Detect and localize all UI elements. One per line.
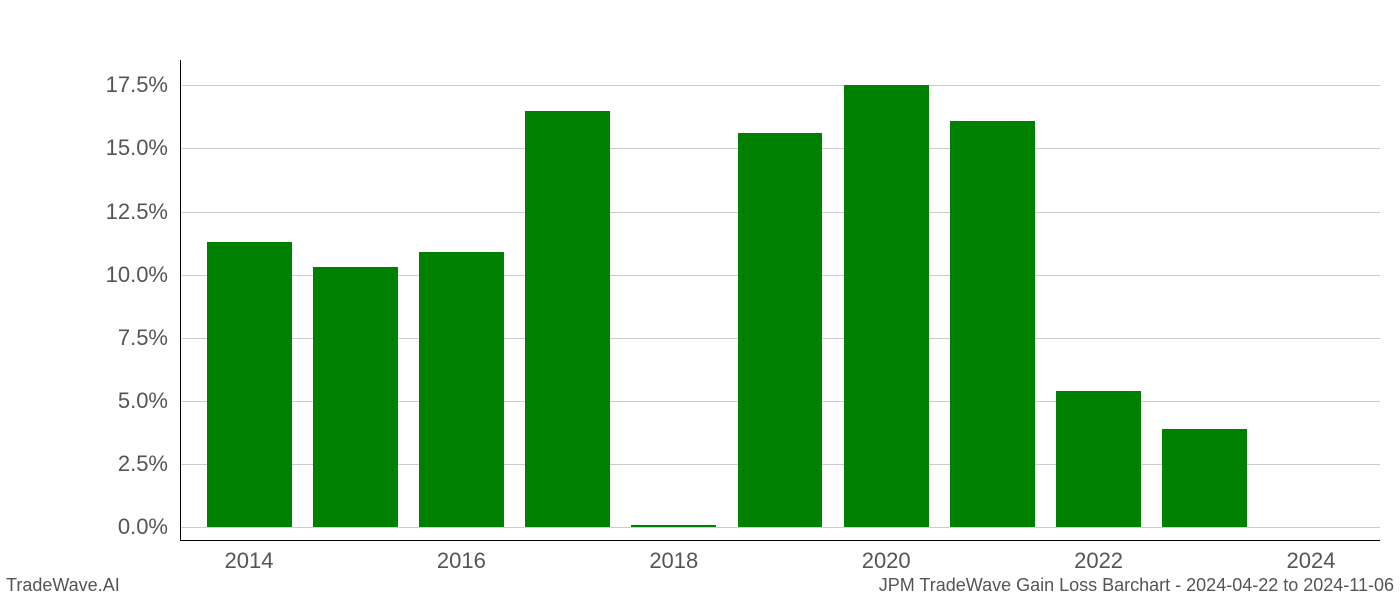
x-tick-label: 2024 bbox=[1286, 548, 1335, 574]
x-axis-spine bbox=[180, 540, 1380, 541]
bar bbox=[1056, 391, 1141, 527]
y-tick-label: 5.0% bbox=[0, 388, 168, 414]
plot-area: 0.0%2.5%5.0%7.5%10.0%12.5%15.0%17.5%2014… bbox=[180, 60, 1380, 540]
bar bbox=[631, 525, 716, 528]
chart-container: { "chart": { "type": "bar", "plot": { "l… bbox=[0, 0, 1400, 600]
bar bbox=[207, 242, 292, 527]
x-tick-label: 2022 bbox=[1074, 548, 1123, 574]
bar bbox=[844, 85, 929, 527]
bar bbox=[313, 267, 398, 527]
y-tick-label: 7.5% bbox=[0, 325, 168, 351]
x-tick-label: 2018 bbox=[649, 548, 698, 574]
x-tick-label: 2020 bbox=[862, 548, 911, 574]
y-tick-label: 17.5% bbox=[0, 72, 168, 98]
grid-line bbox=[180, 85, 1380, 86]
y-tick-label: 10.0% bbox=[0, 262, 168, 288]
bar bbox=[950, 121, 1035, 528]
y-tick-label: 15.0% bbox=[0, 135, 168, 161]
x-tick-label: 2016 bbox=[437, 548, 486, 574]
bar bbox=[525, 111, 610, 528]
footer-right-text: JPM TradeWave Gain Loss Barchart - 2024-… bbox=[879, 575, 1394, 596]
y-tick-label: 2.5% bbox=[0, 451, 168, 477]
x-tick-label: 2014 bbox=[225, 548, 274, 574]
y-axis-spine bbox=[180, 60, 181, 540]
grid-line bbox=[180, 527, 1380, 528]
bar bbox=[419, 252, 504, 527]
y-tick-label: 0.0% bbox=[0, 514, 168, 540]
y-tick-label: 12.5% bbox=[0, 199, 168, 225]
bar bbox=[1162, 429, 1247, 528]
bar bbox=[738, 133, 823, 527]
footer-left-text: TradeWave.AI bbox=[6, 575, 120, 596]
